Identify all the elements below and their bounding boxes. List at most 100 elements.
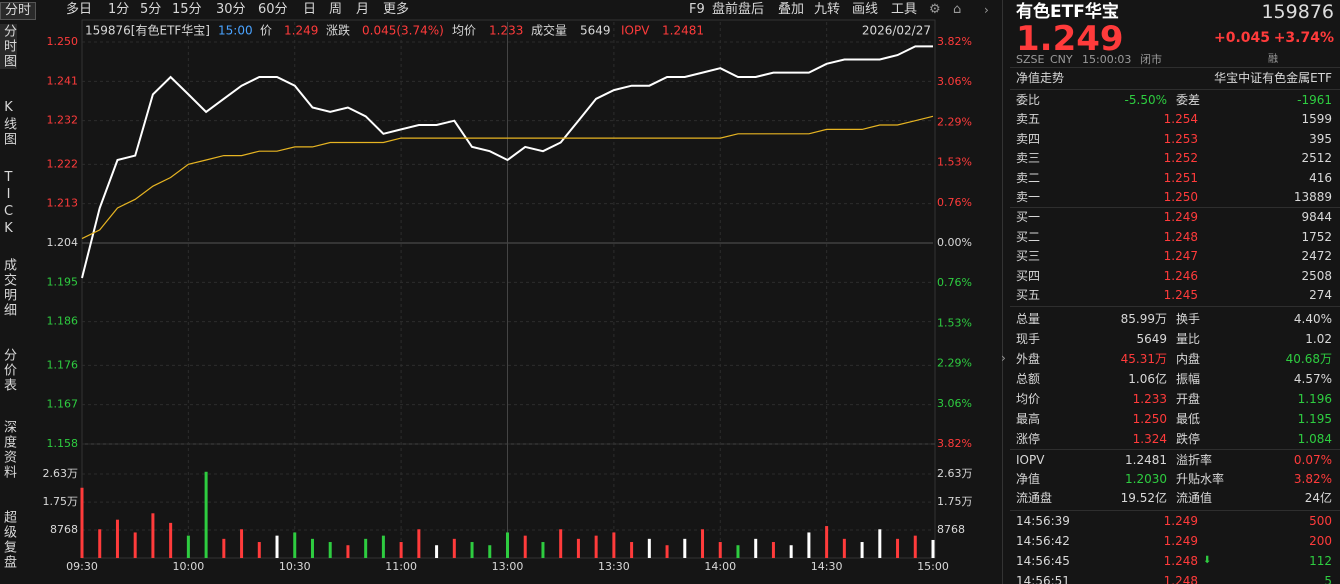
x-tick-label: 14:30 xyxy=(811,560,843,573)
separator xyxy=(1010,510,1340,511)
volume-bar xyxy=(736,545,740,558)
info-code-name: 159876[有色ETF华宝] xyxy=(85,24,210,38)
y2-tick-label: 0.76% xyxy=(937,276,972,289)
toolbar-tab[interactable]: 周 xyxy=(329,2,343,17)
x-tick-label: 15:00 xyxy=(917,560,949,573)
volume-bar xyxy=(683,538,687,558)
y2-tick-label: 2.29% xyxy=(937,356,972,369)
quote-change: +0.045 xyxy=(1213,30,1270,46)
toolbar-tool[interactable]: 盘前盘后 xyxy=(712,2,765,17)
fund-label: 溢折率 xyxy=(1176,453,1213,467)
separator xyxy=(1010,449,1340,450)
bid-price: 1.246 xyxy=(1163,268,1198,283)
trade-volume: 112 xyxy=(1309,554,1332,568)
trade-price: 1.249 xyxy=(1163,534,1198,548)
toolbar-tab[interactable]: 15分 xyxy=(172,2,202,17)
toolbar-tab[interactable]: 月 xyxy=(356,2,370,17)
toolbar-tab[interactable]: 30分 xyxy=(216,2,246,17)
side-tab[interactable]: 分价表 xyxy=(1,348,16,393)
bid-volume: 2472 xyxy=(1301,249,1332,263)
info-price-label: 价 xyxy=(260,24,272,38)
toolbar-tab[interactable]: 更多 xyxy=(383,2,410,17)
separator xyxy=(1010,89,1340,90)
x-tick-label: 10:30 xyxy=(279,560,311,573)
y-tick-label: 1.167 xyxy=(47,398,79,411)
volume-bar xyxy=(364,538,368,558)
index-name: 华宝中证有色金属ETF xyxy=(1214,71,1332,85)
side-tab[interactable]: 成交明细 xyxy=(1,258,16,318)
fund-value: 0.07% xyxy=(1293,453,1332,467)
side-tab[interactable]: 分时图 xyxy=(0,24,17,69)
quote-time: 15:00:03 xyxy=(1082,53,1132,66)
bid-volume: 274 xyxy=(1309,288,1332,302)
stat-label: 均价 xyxy=(1016,392,1041,406)
volume-bar xyxy=(115,519,119,558)
volume-bar xyxy=(293,532,297,558)
volume-bar xyxy=(612,532,616,558)
quote-change-pct: +3.74% xyxy=(1273,30,1334,46)
ask-volume: 395 xyxy=(1309,131,1332,146)
stat-label: 内盘 xyxy=(1176,352,1201,366)
toolbar-tab[interactable]: 60分 xyxy=(258,2,288,17)
volume-bar xyxy=(771,542,775,558)
quote-name: 有色ETF华宝 xyxy=(1016,2,1119,22)
y2-tick-label: 2.29% xyxy=(937,116,972,129)
info-change: 0.045(3.74%) xyxy=(362,24,444,38)
volume-bar xyxy=(399,542,403,558)
bid-volume: 2508 xyxy=(1301,268,1332,283)
volume-bar xyxy=(452,538,456,558)
chart: 1.250 1.241 1.232 1.222 1.213 1.204 1.195 1.186… xyxy=(43,19,973,573)
separator xyxy=(1010,207,1340,208)
stat-label: 最高 xyxy=(1016,412,1041,426)
y-tick-label: 1.241 xyxy=(47,74,79,87)
ask-volume: 13889 xyxy=(1293,190,1332,204)
info-change-label: 涨跌 xyxy=(326,23,350,38)
ask-price: 1.253 xyxy=(1163,131,1198,146)
volume-bar xyxy=(470,542,474,558)
toolbar-tool[interactable]: 叠加 xyxy=(778,2,805,17)
side-tab[interactable]: K线图 xyxy=(1,100,16,147)
volume-bar xyxy=(825,526,829,558)
trade-time: 14:56:51 xyxy=(1016,574,1070,584)
fund-label: 流通值 xyxy=(1176,491,1213,505)
ask-label: 卖三 xyxy=(1016,151,1041,165)
side-tab[interactable]: 超级复盘 xyxy=(1,510,16,570)
info-avg-label: 均价 xyxy=(452,24,476,38)
stat-label: 振幅 xyxy=(1176,372,1201,386)
toolbar-tab[interactable]: 分时 xyxy=(0,2,37,20)
info-iopv-label: IOPV xyxy=(621,24,650,38)
home-icon[interactable]: ⌂ xyxy=(953,2,962,17)
next-icon[interactable]: › xyxy=(984,3,989,17)
bid-label: 买四 xyxy=(1016,268,1041,283)
trade-volume: 500 xyxy=(1309,514,1332,528)
fund-value: 3.82% xyxy=(1293,472,1332,486)
toolbar-tool[interactable]: 画线 xyxy=(852,2,879,17)
ask-price: 1.251 xyxy=(1163,170,1198,185)
ask-volume: 2512 xyxy=(1301,151,1332,165)
separator xyxy=(1010,67,1340,68)
volume-bar xyxy=(381,535,385,558)
collapse-icon[interactable]: › xyxy=(1001,351,1006,365)
toolbar-tool[interactable]: 工具 xyxy=(891,2,918,17)
volume-bar xyxy=(98,529,102,558)
diff-label: 委差 xyxy=(1176,93,1201,107)
toolbar-tab[interactable]: 1分 xyxy=(108,2,130,17)
quote-status: 闭市 xyxy=(1140,53,1162,66)
trade-time: 14:56:39 xyxy=(1016,514,1070,528)
ask-price: 1.250 xyxy=(1163,190,1198,204)
diff-value: -1961 xyxy=(1297,93,1332,107)
trade-price: 1.248 xyxy=(1163,574,1198,584)
bid-price: 1.249 xyxy=(1163,210,1198,224)
toolbar-tool[interactable]: 九转 xyxy=(814,2,841,17)
side-tab[interactable]: 深度资料 xyxy=(1,420,16,480)
volume-bar xyxy=(718,542,722,558)
fund-label: 升贴水率 xyxy=(1176,472,1225,486)
toolbar-tab[interactable]: 5分 xyxy=(140,2,162,17)
nav-trend[interactable]: 净值走势 xyxy=(1016,71,1065,85)
plot-frame xyxy=(81,19,936,559)
toolbar-tab[interactable]: 日 xyxy=(303,2,317,17)
toolbar-tab[interactable]: 多日 xyxy=(66,2,93,17)
side-tab[interactable]: TICK xyxy=(1,170,16,238)
settings-icon[interactable]: ⚙ xyxy=(929,2,941,17)
toolbar-tool[interactable]: F9 xyxy=(689,2,705,17)
